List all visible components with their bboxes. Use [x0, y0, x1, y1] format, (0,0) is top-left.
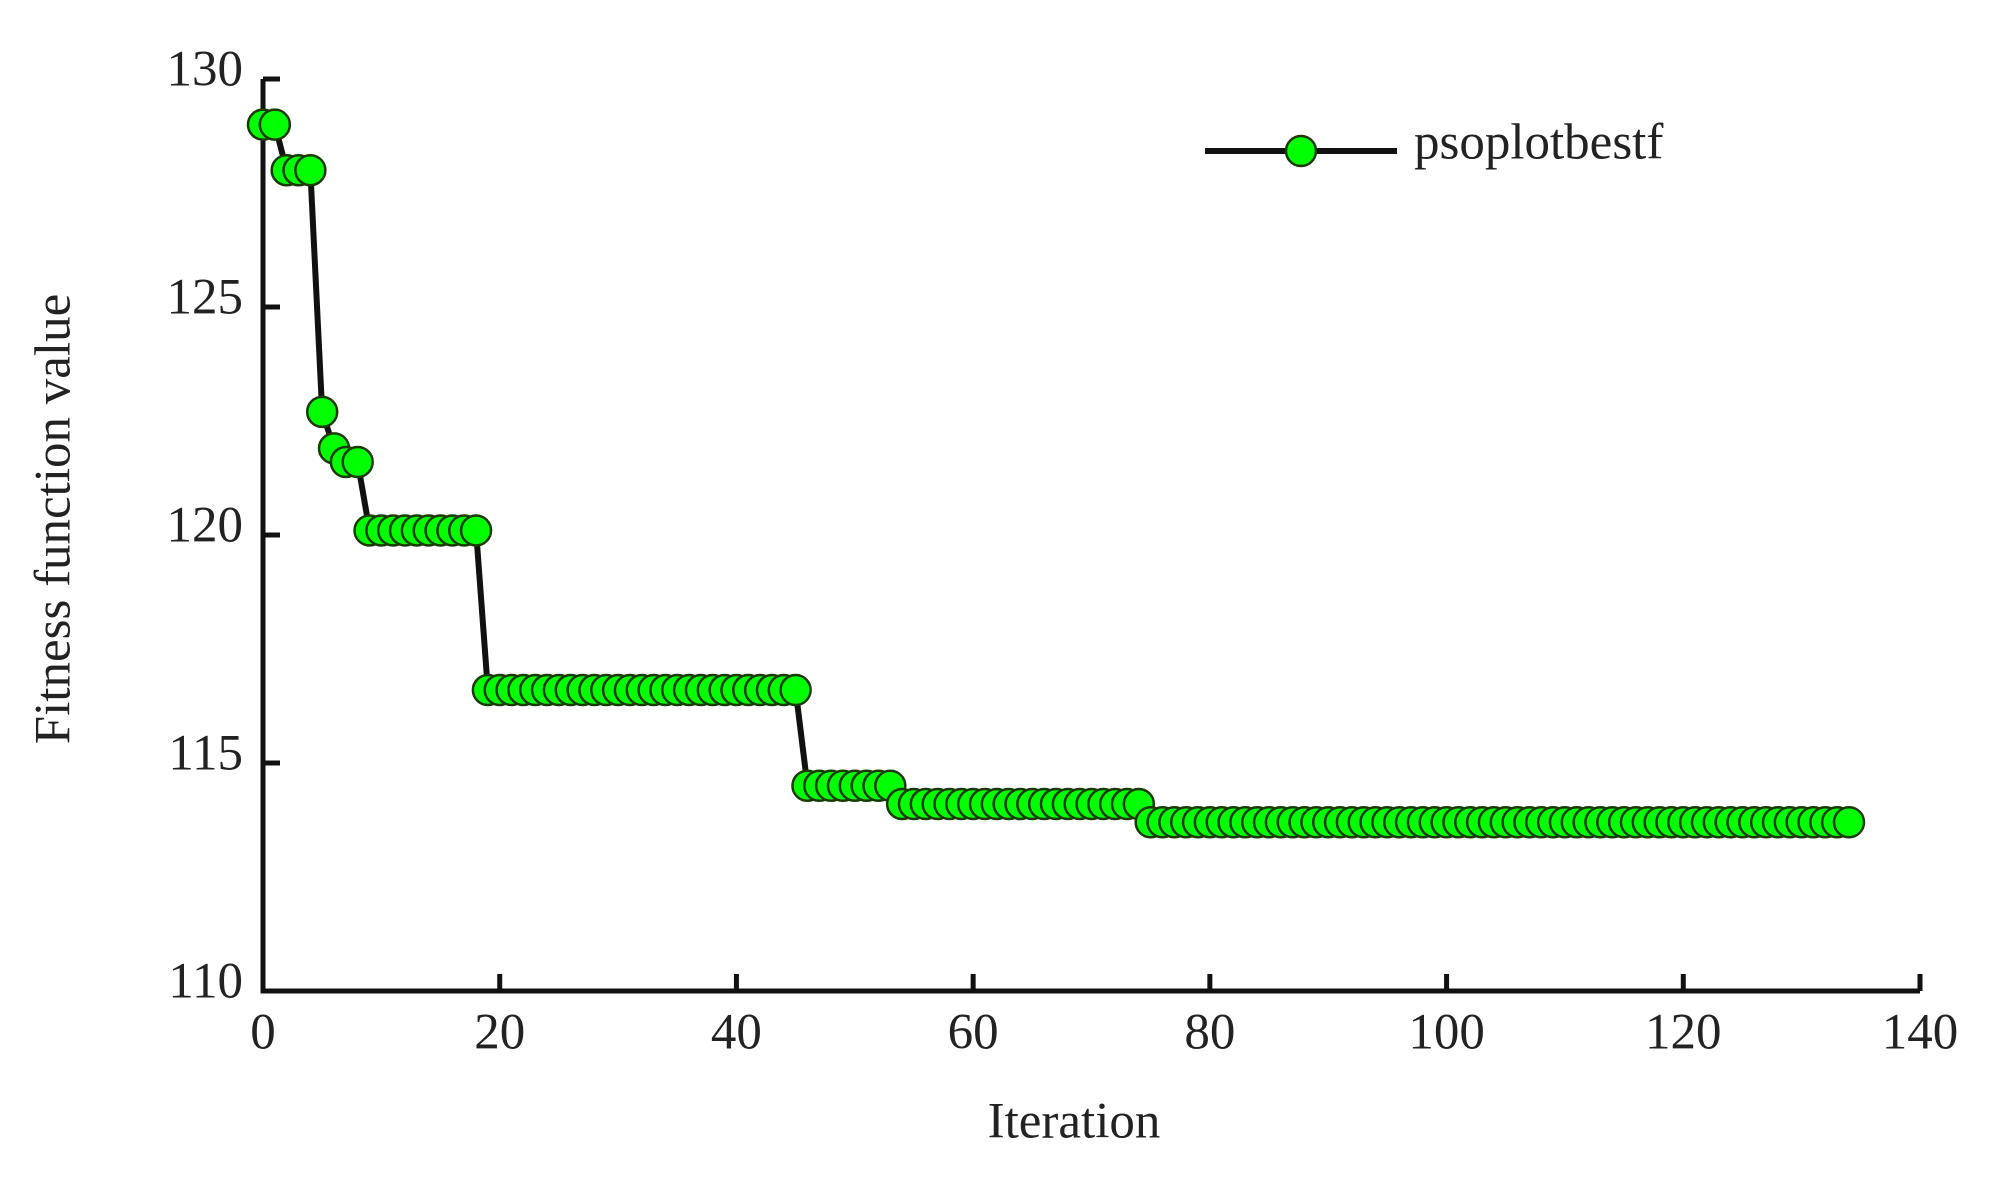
y-tick-label: 110: [168, 954, 243, 1010]
point-marker: [341, 445, 374, 479]
x-tick-label: 60: [948, 1005, 999, 1061]
x-axis-label: Iteration: [988, 1094, 1161, 1150]
y-tick-label: 125: [167, 270, 244, 326]
point-marker: [779, 673, 812, 707]
x-tick-label: 0: [250, 1005, 276, 1061]
point-marker: [294, 153, 327, 187]
y-tick-label: 120: [167, 498, 244, 554]
series-line: [263, 121, 1849, 826]
x-tick-label: 120: [1645, 1005, 1722, 1061]
point-marker: [305, 395, 339, 429]
y-tick-label: 130: [167, 42, 244, 98]
x-tick-label: 40: [711, 1005, 762, 1061]
legend-label: psoplotbestf: [1414, 115, 1663, 171]
point-marker: [1832, 806, 1866, 839]
x-tick-label: 80: [1184, 1005, 1235, 1061]
x-tick-label: 100: [1408, 1005, 1485, 1061]
legend-marker: [1284, 134, 1318, 168]
y-tick-label: 115: [168, 726, 243, 782]
x-tick-label: 20: [474, 1005, 525, 1061]
y-axis-label: Fitness function value: [26, 294, 82, 744]
x-tick-label: 140: [1882, 1005, 1959, 1061]
point-marker: [459, 514, 493, 547]
point-marker: [258, 108, 292, 141]
